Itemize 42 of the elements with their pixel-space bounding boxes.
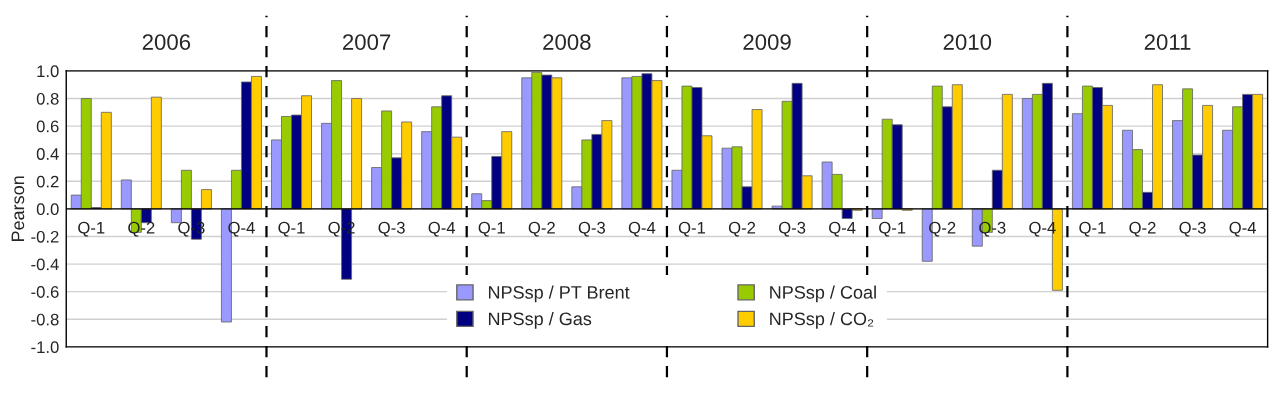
x-tick-label: Q-3 <box>578 221 606 237</box>
y-tick-label: 0.4 <box>36 148 59 160</box>
x-tick-label: Q-4 <box>829 221 856 237</box>
x-tick-label: Q-2 <box>728 221 756 237</box>
y-tick-label: 0.6 <box>36 120 59 133</box>
text: 2011 <box>1144 34 1191 50</box>
y-tick-label: -0.2 <box>31 230 59 243</box>
text: 2009 <box>743 34 791 50</box>
legend-label: NPSsp / PT Brent <box>488 285 630 303</box>
legend-label: NPSsp / Gas <box>488 311 592 329</box>
x-tick-label: Q-3 <box>778 221 806 237</box>
text: 2007 <box>343 34 391 50</box>
y-tick-label: -1.0 <box>31 341 59 354</box>
legend-label: NPSsp / CO₂ <box>770 311 874 329</box>
y-tick-label: -0.6 <box>31 286 59 298</box>
y-tick-label: 0.0 <box>36 203 59 216</box>
x-tick-label: Q-2 <box>1129 221 1156 237</box>
y-tick-label: 0.2 <box>36 175 59 188</box>
y-tick-label: -0.4 <box>31 258 59 271</box>
x-tick-label: Q-3 <box>979 221 1006 237</box>
x-tick-label: Q-1 <box>278 221 305 237</box>
y-tick-label: 0.8 <box>36 92 59 105</box>
x-tick-label: Q-1 <box>678 221 706 237</box>
text: 2006 <box>142 34 191 50</box>
x-tick-label: Q-1 <box>478 221 505 237</box>
text: 2010 <box>943 34 992 50</box>
y-axis-title: Pearson <box>11 176 25 242</box>
x-tick-label: Q-1 <box>78 221 105 237</box>
text: 2008 <box>543 34 591 50</box>
x-tick-label: Q-4 <box>428 221 456 237</box>
legend-label: NPSsp / Coal <box>770 285 876 303</box>
x-tick-label: Q-3 <box>1179 221 1206 237</box>
x-tick-label: Q-3 <box>378 221 405 237</box>
x-tick-label: Q-2 <box>528 221 555 237</box>
x-tick-label: Q-4 <box>1229 221 1257 237</box>
y-tick-label: -0.8 <box>31 313 59 326</box>
x-tick-label: Q-1 <box>879 221 906 237</box>
x-tick-label: Q-1 <box>1079 221 1106 237</box>
x-tick-label: Q-2 <box>929 221 956 237</box>
y-tick-label: 1.0 <box>37 65 59 78</box>
x-tick-label: Q-2 <box>128 221 155 237</box>
x-tick-label: Q-4 <box>628 221 656 237</box>
